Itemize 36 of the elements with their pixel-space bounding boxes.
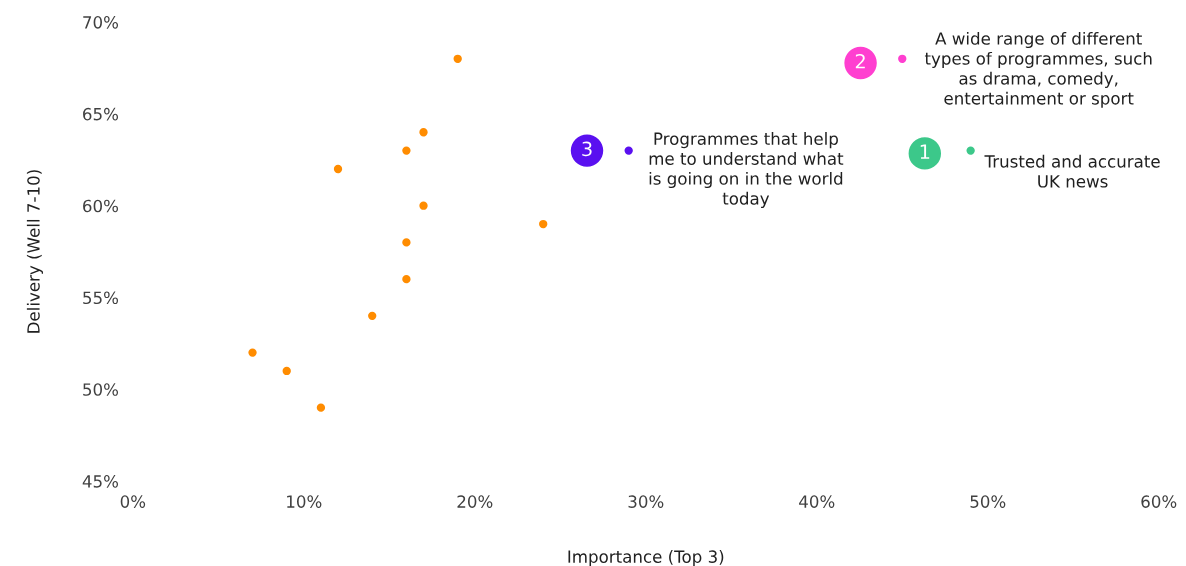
x-axis-title: Importance (Top 3) [568, 550, 724, 566]
point [402, 274, 411, 284]
point [419, 128, 428, 137]
annotation: A wide range of different types of programmes, such as drama, comedy, entertainment or sport [924, 31, 1152, 108]
y-tick-label: 65% [83, 107, 119, 121]
x-tick-label: 60% [1141, 495, 1177, 508]
x-tick-label: 30% [628, 495, 664, 508]
annotation: Trusted and accurate UK news [984, 154, 1160, 188]
y-tick-label: 70% [83, 16, 119, 29]
annotation: 2 [855, 53, 865, 69]
y-tick-label: 45% [82, 475, 119, 488]
point [316, 403, 326, 412]
point [368, 311, 377, 321]
point [282, 366, 291, 376]
y-tick-label: 60% [83, 199, 119, 213]
y-tick-label: 50% [83, 383, 119, 396]
annotation: Programmes that help me to understand what is going on in the world today [649, 132, 844, 208]
x-tick-label: 20% [457, 495, 493, 508]
point [402, 238, 411, 247]
x-tick-label: 0% [120, 495, 146, 508]
point [898, 54, 907, 63]
point [248, 348, 257, 357]
annotation: 3 [582, 141, 592, 157]
y-tick-label: 55% [83, 291, 119, 305]
point [624, 146, 633, 155]
x-tick-label: 50% [970, 495, 1006, 508]
point [539, 219, 548, 229]
y-axis-title: Delivery (Well 7-10) [26, 170, 44, 333]
point [966, 146, 975, 155]
point [333, 164, 343, 174]
point [419, 201, 428, 210]
x-tick-label: 40% [799, 495, 835, 508]
point [453, 54, 462, 63]
x-tick-label: 10% [287, 495, 322, 508]
annotation: 1 [920, 144, 930, 159]
point [402, 146, 411, 155]
